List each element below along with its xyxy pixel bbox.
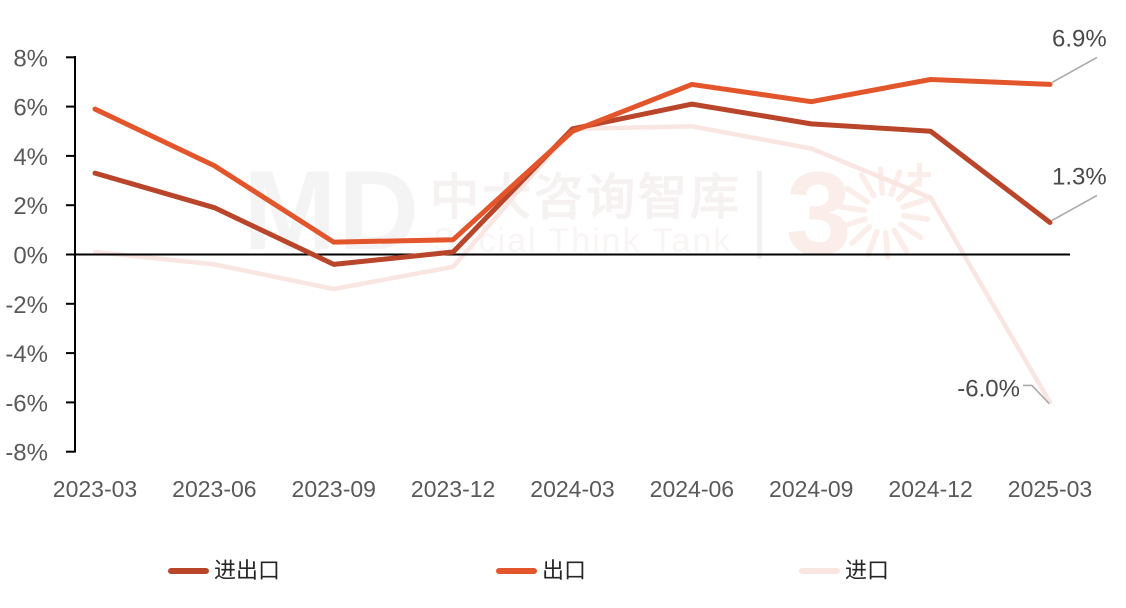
x-tick-label: 2025-03 [1008, 476, 1092, 502]
sunburst-ray [849, 223, 873, 246]
series-over-layer [92, 76, 1053, 267]
series-line-2 [92, 76, 1053, 245]
watermark-mark: 3 [786, 148, 852, 280]
watermark-divider [757, 171, 762, 259]
x-tick-label: 2024-06 [650, 476, 734, 502]
sunburst-ray [882, 230, 891, 260]
sunburst-ray [865, 228, 880, 257]
annotation-label: -6.0% [957, 375, 1020, 402]
sunburst-ray [877, 166, 886, 196]
y-tick-label: -6% [5, 390, 48, 417]
annotation-leader-line [1051, 56, 1098, 84]
x-tick-label: 2023-12 [411, 476, 495, 502]
sunburst-ray [858, 172, 877, 199]
x-tick-label: 2024-12 [888, 476, 972, 502]
y-tick-label: -8% [5, 440, 48, 467]
y-tick-label: 8% [13, 45, 48, 72]
y-tick-label: 6% [13, 95, 48, 122]
x-tick-label: 2023-09 [292, 476, 376, 502]
sunburst-ray [839, 216, 868, 230]
sunburst-ray [900, 196, 929, 210]
axes [66, 56, 1070, 453]
x-tick-label: 2023-06 [172, 476, 256, 502]
sunburst-ray [891, 227, 910, 254]
y-tick-label: -4% [5, 341, 48, 368]
watermark-logo: MD [243, 148, 421, 273]
watermark-sunburst-icon [837, 166, 931, 260]
x-tick-label: 2024-03 [530, 476, 614, 502]
x-tick-label: 2023-03 [53, 476, 137, 502]
annotation: -6.0% [957, 375, 1050, 404]
y-tick-label: -2% [5, 292, 48, 319]
sunburst-ray [901, 213, 931, 222]
sunburst-ray [837, 204, 867, 213]
y-tick-label: 0% [13, 243, 48, 270]
annotation: 6.9% [1051, 25, 1107, 84]
y-axis-labels: 8% 6% 4% 2% 0% -2% -4% -6% -8% [5, 45, 48, 466]
annotation-label: 1.3% [1052, 163, 1107, 190]
sunburst-ray [844, 185, 871, 205]
y-tick-label: 2% [13, 193, 48, 220]
x-axis-labels: 2023-03 2023-06 2023-09 2023-12 2024-03 2024-… [53, 476, 1092, 502]
annotations-layer: 6.9% 1.3% -6.0% [957, 25, 1107, 404]
y-tick-marks [66, 56, 75, 453]
watermark: MD 中大咨询智库 Social Think Tank 3 + [243, 148, 933, 280]
annotation-leader-line [1051, 194, 1098, 222]
x-tick-label: 2024-09 [769, 476, 853, 502]
annotation: 1.3% [1051, 163, 1107, 222]
annotation-label: 6.9% [1052, 25, 1107, 52]
y-tick-label: 4% [13, 144, 48, 171]
sunburst-ray [895, 180, 919, 203]
annotation-leader-line [1023, 384, 1050, 404]
sunburst-ray [897, 221, 924, 241]
